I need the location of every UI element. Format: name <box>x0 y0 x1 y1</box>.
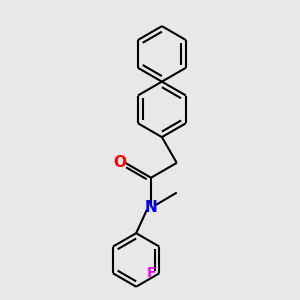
Text: N: N <box>145 200 158 215</box>
Text: O: O <box>113 155 126 170</box>
Text: F: F <box>147 266 156 280</box>
